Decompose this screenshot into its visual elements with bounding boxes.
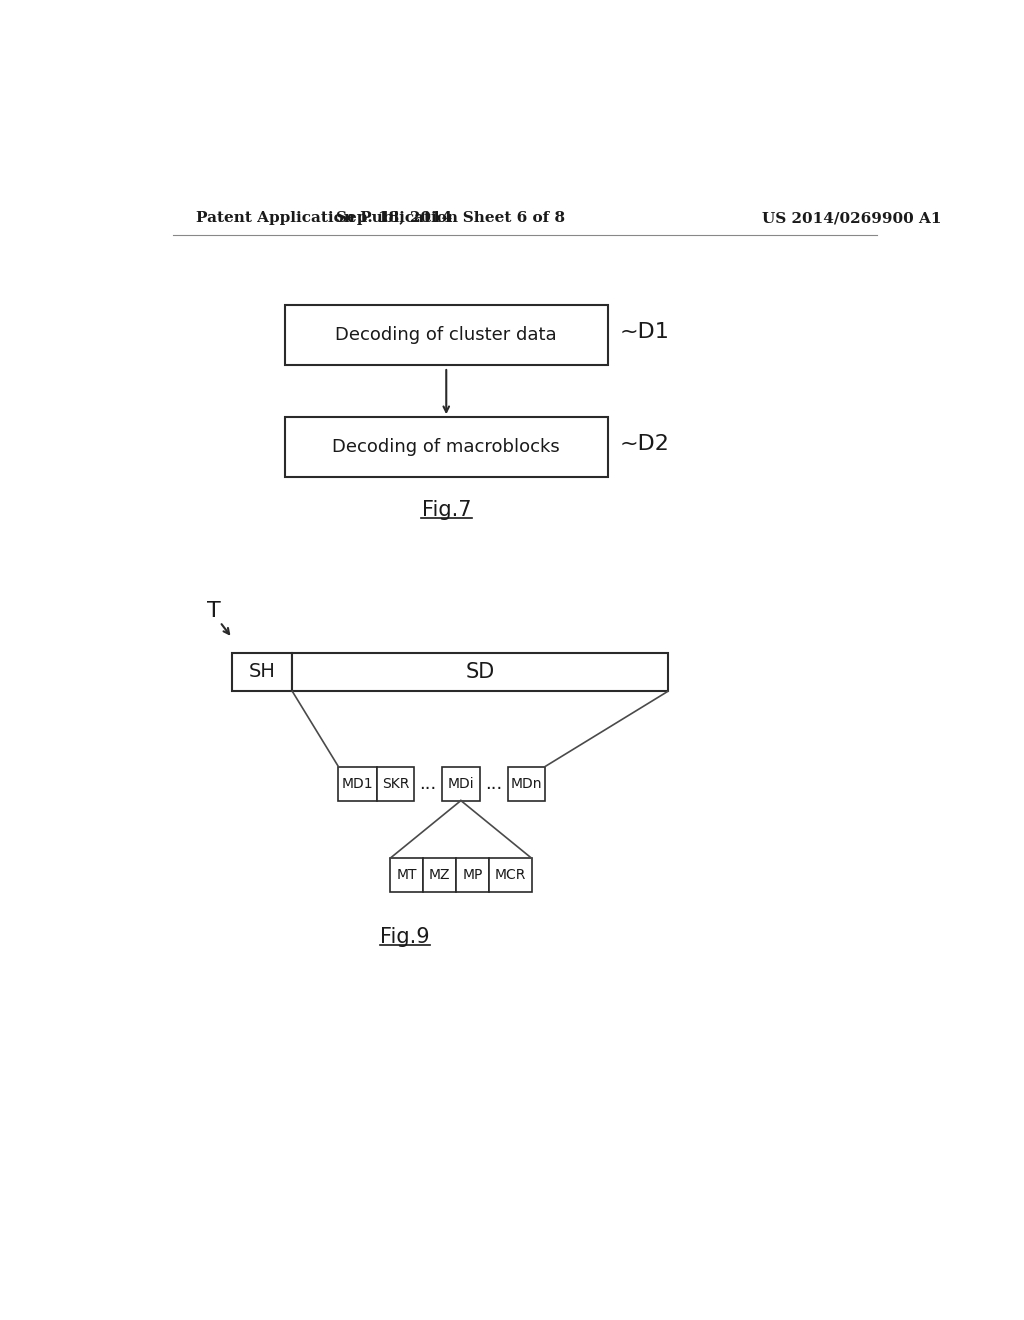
Text: Fig.9: Fig.9 [380,927,430,946]
FancyBboxPatch shape [457,858,489,892]
FancyBboxPatch shape [377,767,414,800]
Text: ~D1: ~D1 [620,322,670,342]
FancyBboxPatch shape [285,305,608,364]
Text: ~D2: ~D2 [620,434,670,454]
Text: MD1: MD1 [342,776,374,791]
Text: MT: MT [396,869,417,882]
Text: MP: MP [463,869,483,882]
Text: MCR: MCR [495,869,526,882]
Text: Sep. 18, 2014  Sheet 6 of 8: Sep. 18, 2014 Sheet 6 of 8 [336,211,564,226]
FancyBboxPatch shape [441,767,480,800]
Text: Decoding of macroblocks: Decoding of macroblocks [333,438,560,457]
FancyBboxPatch shape [292,653,668,692]
Text: MZ: MZ [429,869,451,882]
Text: Fig.7: Fig.7 [422,499,471,520]
FancyBboxPatch shape [508,767,545,800]
Text: ...: ... [485,775,503,792]
FancyBboxPatch shape [232,653,292,692]
Text: Decoding of cluster data: Decoding of cluster data [336,326,557,343]
Text: SKR: SKR [382,776,410,791]
Text: Patent Application Publication: Patent Application Publication [196,211,458,226]
Text: US 2014/0269900 A1: US 2014/0269900 A1 [762,211,941,226]
FancyBboxPatch shape [285,417,608,478]
FancyBboxPatch shape [390,858,423,892]
FancyBboxPatch shape [339,767,377,800]
FancyBboxPatch shape [489,858,531,892]
Text: ...: ... [419,775,436,792]
Text: SD: SD [466,663,495,682]
Text: T: T [207,601,220,622]
Text: MDi: MDi [447,776,474,791]
Text: MDn: MDn [511,776,542,791]
Text: SH: SH [249,663,275,681]
FancyBboxPatch shape [423,858,457,892]
